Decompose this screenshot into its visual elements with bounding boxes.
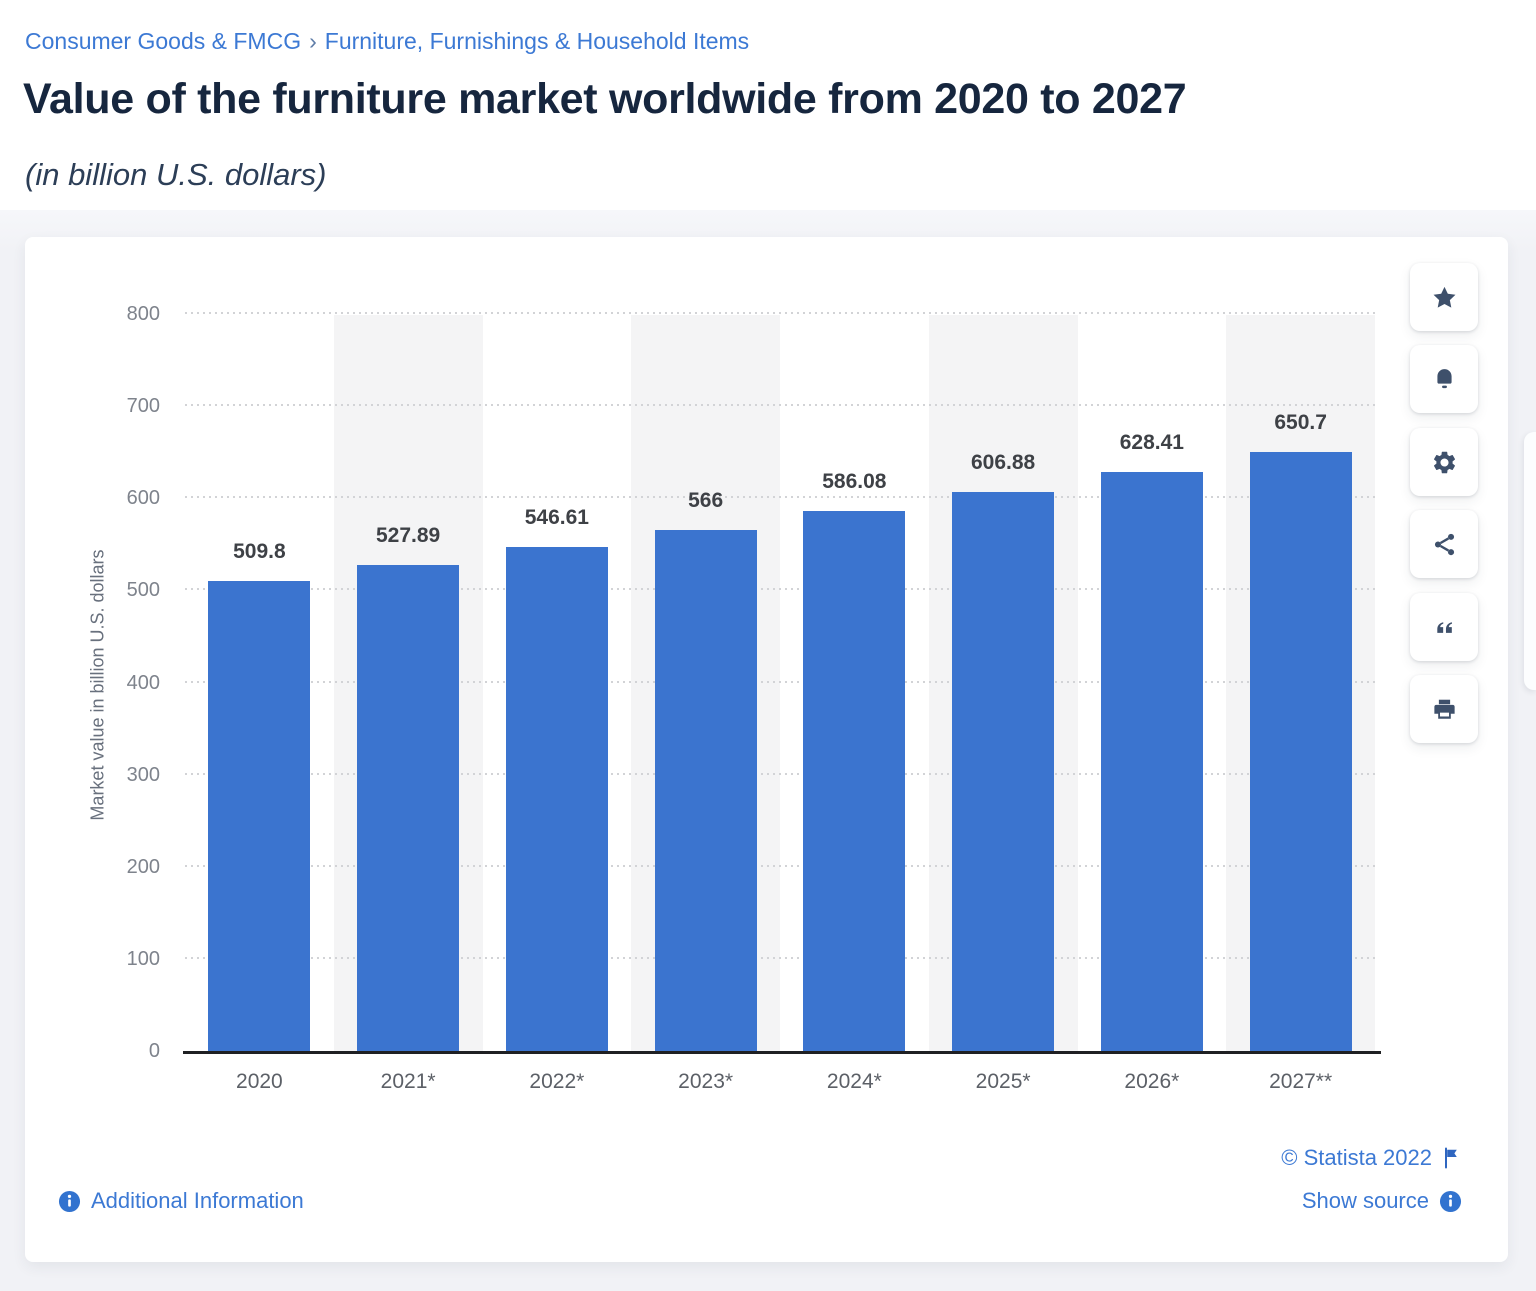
bar[interactable] xyxy=(952,491,1055,1051)
bar-chart: Market value in billion U.S. dollars 0 10… xyxy=(25,237,1508,1262)
value-label: 586.08 xyxy=(822,470,887,494)
flag-icon[interactable] xyxy=(1442,1147,1462,1169)
grid-line xyxy=(185,496,1378,499)
y-axis-tick-label: 800 xyxy=(126,303,160,325)
bar[interactable] xyxy=(1249,451,1352,1051)
x-axis-tick-label: 2025* xyxy=(975,1070,1031,1093)
star-icon xyxy=(1433,286,1455,308)
y-axis-tick-label: 700 xyxy=(126,395,160,418)
y-axis-tick-label: 300 xyxy=(126,763,160,786)
print-button[interactable] xyxy=(1410,675,1478,743)
breadcrumb: Consumer Goods & FMCG › Furniture, Furnish… xyxy=(25,27,749,55)
bar[interactable] xyxy=(1100,472,1203,1051)
bar[interactable] xyxy=(208,581,311,1051)
share-icon xyxy=(1434,533,1454,555)
alert-button[interactable] xyxy=(1410,345,1478,413)
value-label: 509.8 xyxy=(233,540,286,564)
quote-icon xyxy=(1436,621,1452,633)
page-title: Value of the furniture market worldwide … xyxy=(23,75,1187,123)
favorite-button[interactable] xyxy=(1410,263,1478,331)
x-axis-tick-label: 2024* xyxy=(826,1070,882,1093)
y-axis-tick-label: 500 xyxy=(126,579,160,602)
breadcrumb-link-subcategory[interactable]: Furniture, Furnishings & Household Items xyxy=(324,28,750,54)
y-axis-tick-label: 200 xyxy=(126,855,160,878)
grid-line xyxy=(185,680,1378,683)
breadcrumb-separator: › xyxy=(309,28,317,54)
x-axis-tick-label: 2021* xyxy=(380,1070,436,1093)
x-axis-tick-label: 2022* xyxy=(529,1070,585,1093)
info-icon xyxy=(58,1190,81,1212)
value-label: 566 xyxy=(688,488,724,512)
grid-line xyxy=(185,864,1378,867)
breadcrumb-link-category[interactable]: Consumer Goods & FMCG xyxy=(25,28,302,54)
grid-line xyxy=(185,404,1378,407)
settings-button[interactable] xyxy=(1410,428,1478,496)
value-label: 628.41 xyxy=(1119,431,1184,455)
show-source-label: Show source xyxy=(1301,1188,1429,1213)
value-label: 650.7 xyxy=(1274,410,1327,434)
additional-information-label: Additional Information xyxy=(91,1188,304,1213)
value-label: 527.89 xyxy=(376,523,441,547)
x-axis-line xyxy=(183,1051,1381,1054)
grid-line xyxy=(185,312,1378,314)
grid-line xyxy=(185,588,1378,591)
right-edge-panel-tab[interactable] xyxy=(1524,432,1536,690)
chart-card: Market value in billion U.S. dollars 0 10… xyxy=(25,237,1508,1262)
x-axis-tick-label: 2027** xyxy=(1269,1070,1333,1093)
cite-button[interactable] xyxy=(1410,593,1478,661)
copyright: © Statista 2022 xyxy=(1281,1145,1462,1171)
copyright-text: © Statista 2022 xyxy=(1281,1145,1432,1170)
grid-line xyxy=(185,956,1378,959)
x-axis-tick-label: 2020 xyxy=(236,1070,283,1093)
value-label: 606.88 xyxy=(971,450,1036,474)
bar[interactable] xyxy=(803,511,906,1051)
bar[interactable] xyxy=(654,529,757,1051)
y-axis-tick-label: 0 xyxy=(148,1040,160,1062)
share-button[interactable] xyxy=(1410,510,1478,578)
bar[interactable] xyxy=(357,564,460,1051)
additional-information-link[interactable]: Additional Information xyxy=(58,1188,304,1214)
x-axis-tick-label: 2026* xyxy=(1124,1070,1180,1093)
page-subtitle: (in billion U.S. dollars) xyxy=(25,157,327,192)
show-source-link[interactable]: Show source xyxy=(1302,1188,1462,1214)
grid-line xyxy=(185,772,1378,775)
y-axis-tick-label: 600 xyxy=(126,487,160,510)
bar[interactable] xyxy=(505,547,608,1051)
y-axis-tick-label: 100 xyxy=(126,947,160,970)
info-icon xyxy=(1439,1190,1462,1212)
x-axis-tick-label: 2023* xyxy=(678,1070,734,1093)
y-axis-tick-label: 400 xyxy=(126,671,160,694)
bell-icon xyxy=(1436,368,1452,388)
gear-icon xyxy=(1433,451,1455,473)
value-label: 546.61 xyxy=(524,506,589,530)
print-icon xyxy=(1433,699,1455,719)
